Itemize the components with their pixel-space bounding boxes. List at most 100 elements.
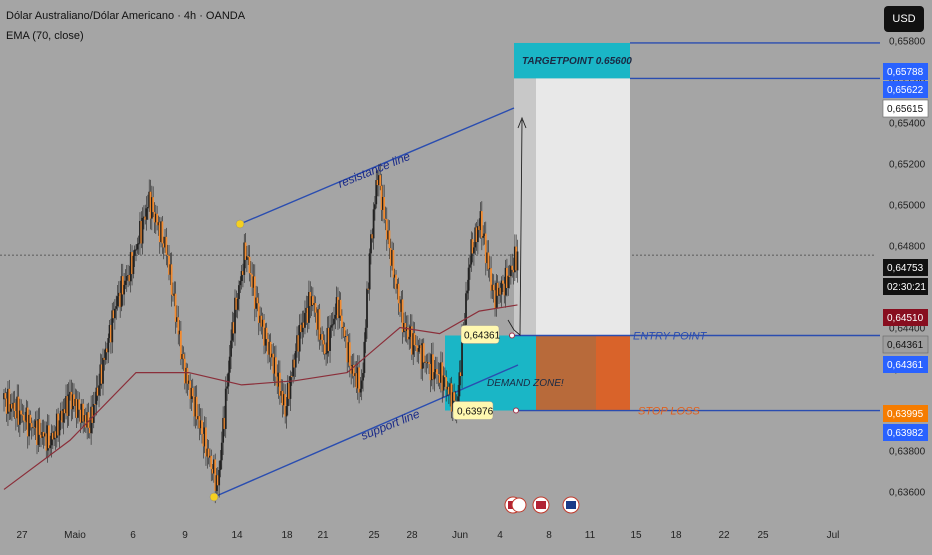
candle-body [209, 455, 211, 458]
candle-body [25, 407, 28, 423]
price-badge-text: 02:30:21 [887, 282, 926, 293]
stop-label: STOP LOSS [638, 406, 700, 418]
candle-body [433, 372, 436, 380]
candle-body [173, 293, 176, 296]
candle-body [372, 209, 375, 239]
candle-body [98, 385, 100, 396]
candle-body [326, 327, 329, 354]
candle-body [115, 306, 118, 309]
candle-body [156, 213, 159, 226]
candle-body [400, 299, 403, 312]
candle-body [219, 460, 222, 471]
candle-body [131, 252, 133, 275]
candle-body [311, 296, 314, 305]
price-badge-text: 0,64361 [887, 360, 924, 371]
candle-body [269, 341, 272, 358]
candle-body [112, 310, 115, 319]
candle-body [438, 374, 441, 383]
candle-body [83, 415, 86, 422]
candle-body [195, 396, 198, 420]
currency-button[interactable]: USD [884, 6, 924, 32]
y-tick-label: 0,64400 [889, 324, 926, 335]
price-badge [883, 405, 928, 422]
x-tick-label: 18 [670, 530, 682, 541]
candle-body [451, 392, 454, 412]
resistance-line [239, 107, 515, 225]
candle-body [255, 297, 258, 309]
candle-body [508, 275, 511, 277]
y-tick-label: 0,65000 [889, 201, 926, 212]
candle-body [58, 420, 61, 436]
candle-body [334, 314, 337, 319]
candle-body [371, 234, 374, 239]
candle-body [49, 445, 52, 449]
candle-body [18, 410, 21, 425]
candle-body [54, 431, 57, 438]
price-badge [883, 81, 928, 98]
candle-body [69, 391, 71, 395]
candle-body [338, 299, 341, 319]
price-badge [883, 356, 928, 373]
stop-value-text: 0,63976 [457, 407, 494, 418]
candle-body [247, 256, 250, 258]
candle-body [367, 288, 370, 290]
candle-body [149, 191, 152, 219]
target-box [514, 42, 630, 79]
candle-body [491, 284, 494, 291]
candle-body [104, 348, 107, 360]
candle-body [226, 386, 228, 389]
candle-body [102, 357, 104, 384]
candle-body [160, 221, 162, 243]
candle-body [227, 372, 230, 387]
candle-body [412, 333, 415, 355]
candle-body [294, 351, 297, 368]
candle-body [11, 404, 13, 409]
candle-body [235, 297, 238, 310]
x-tick-label: 18 [281, 530, 293, 541]
candle-body [88, 427, 91, 434]
candle-body [513, 246, 516, 273]
candle-body [434, 369, 437, 373]
candle-body [512, 269, 515, 273]
candle-body [47, 425, 50, 449]
candle-body [331, 324, 334, 326]
candle-body [178, 330, 181, 335]
candle-body [384, 218, 387, 220]
price-badge-text: 0,65615 [887, 104, 924, 115]
candle-body [99, 364, 102, 386]
candle-body [377, 175, 380, 186]
candle-body [183, 358, 186, 384]
candle-body [273, 357, 276, 374]
candle-body [401, 299, 404, 333]
candle-body [306, 307, 309, 323]
candle-body [410, 326, 413, 355]
candle-body [107, 338, 110, 353]
candle-body [482, 236, 485, 238]
candle-body [275, 357, 277, 377]
candle-body [50, 432, 53, 446]
candle-body [252, 276, 255, 288]
candle-body [84, 415, 87, 428]
candle-body [458, 372, 461, 397]
candle-body [314, 303, 317, 313]
entry-marker [509, 332, 515, 339]
candle-body [150, 197, 153, 219]
candle-body [218, 470, 221, 486]
candle-body [77, 399, 79, 418]
candle-body [516, 251, 519, 271]
event-flag-icon [566, 501, 576, 509]
candle-body [143, 216, 145, 218]
candle-body [153, 212, 156, 223]
projection-arrow [517, 116, 527, 129]
candle-body [476, 226, 479, 243]
candle-body [474, 227, 477, 248]
candle-body [495, 282, 498, 309]
candle-body [436, 369, 438, 375]
candle-body [125, 275, 128, 281]
candle-body [128, 274, 131, 282]
price-badge-text: 0,64753 [887, 263, 924, 274]
candle-body [304, 312, 306, 328]
candle-body [290, 376, 293, 378]
candle-body [34, 420, 37, 428]
